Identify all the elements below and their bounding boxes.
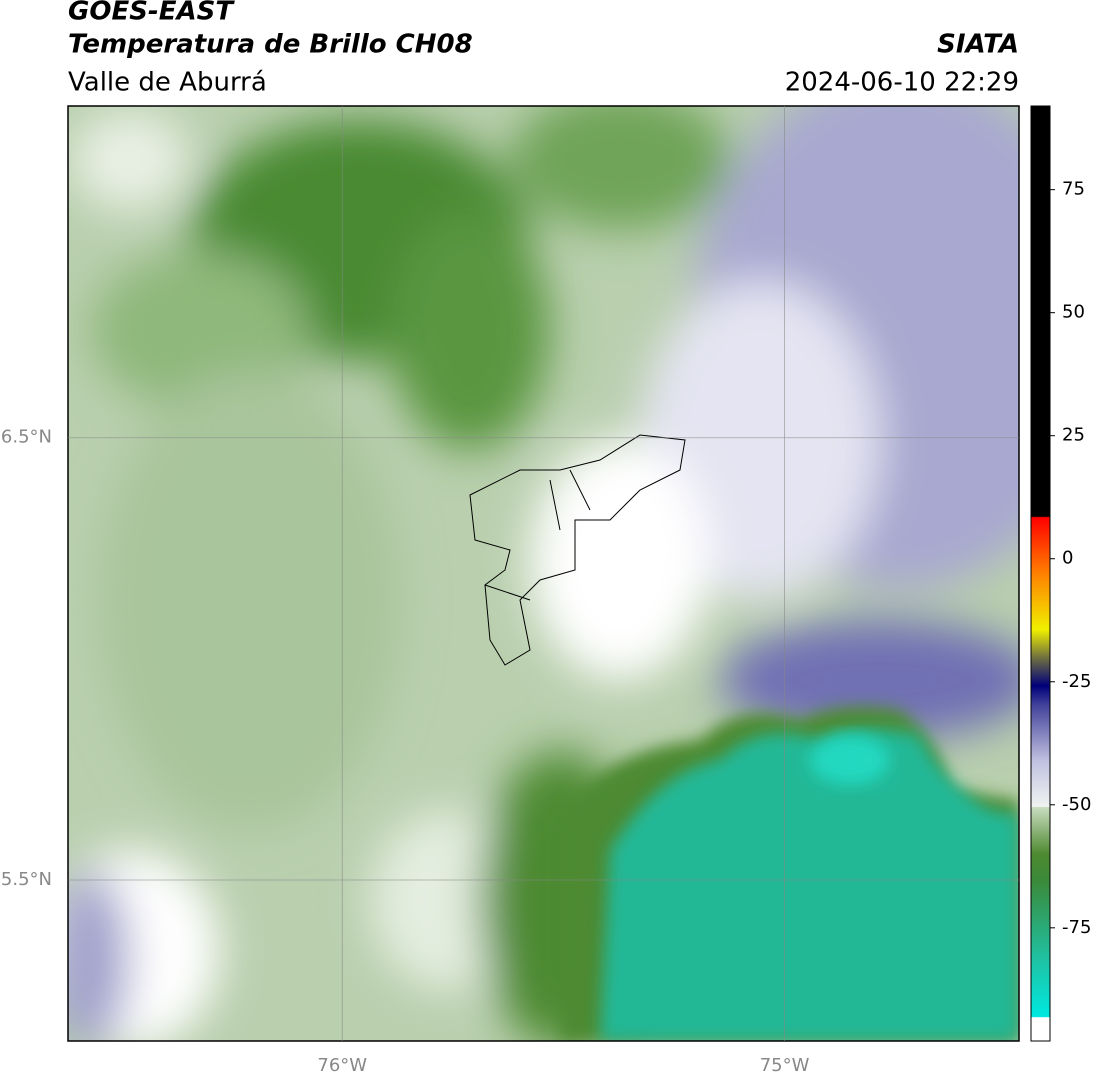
lon-tick-label: 75°W <box>760 1055 810 1076</box>
lon-tick-label: 76°W <box>317 1055 367 1076</box>
colorbar-tick-label: 75 <box>1062 179 1085 200</box>
datetime: 2024-06-10 22:29 <box>785 68 1019 98</box>
map-frame <box>67 105 1020 1042</box>
source: SIATA <box>937 30 1019 60</box>
colorbar-tick-label: -25 <box>1062 671 1091 692</box>
colorbar-tick-label: -75 <box>1062 917 1091 938</box>
colorbar <box>1030 105 1051 1042</box>
lat-tick-label: 6.5°N <box>1 427 52 448</box>
region: Valle de Aburrá <box>68 68 267 98</box>
colorbar-tick-label: -50 <box>1062 794 1091 815</box>
colorbar-tick-label: 0 <box>1062 548 1073 569</box>
lat-tick-label: 5.5°N <box>1 869 52 890</box>
title: GOES-EAST <box>68 0 235 27</box>
map-image <box>68 106 1019 1041</box>
colorbar-tick-label: 50 <box>1062 302 1085 323</box>
subtitle: Temperatura de Brillo CH08 <box>68 30 473 60</box>
colorbar-tick-label: 25 <box>1062 425 1085 446</box>
